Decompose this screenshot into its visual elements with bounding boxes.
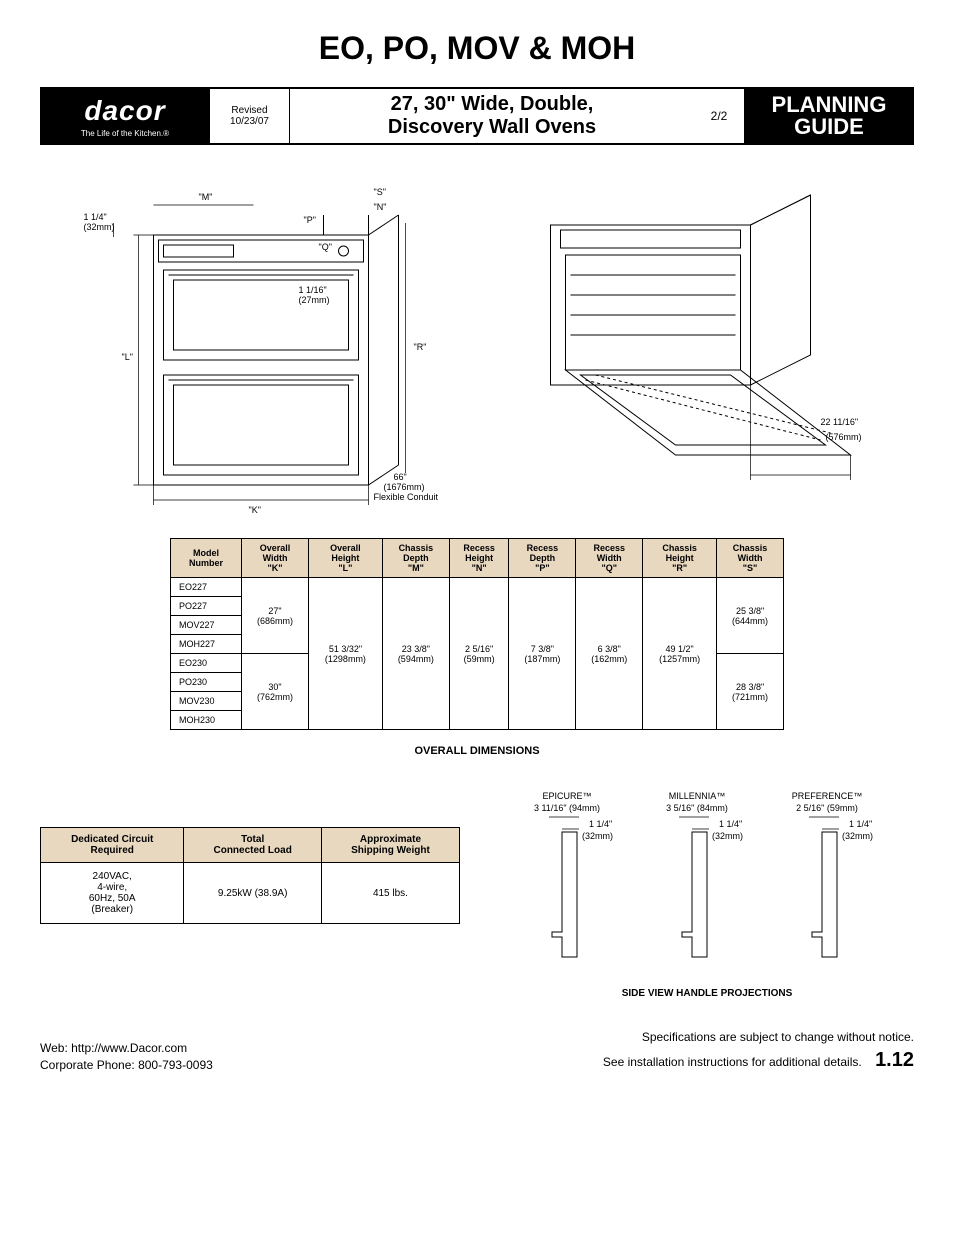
dim-cell: MOV227	[171, 616, 242, 635]
dim-cell: 23 3/8"(594mm)	[382, 578, 449, 730]
dim-cell: MOH227	[171, 635, 242, 654]
dim-header: ChassisHeight"R"	[643, 539, 717, 578]
main-title: EO, PO, MOV & MOH	[40, 30, 914, 67]
dim-header: ChassisDepth"M"	[382, 539, 449, 578]
svg-text:1 1/4": 1 1/4"	[849, 819, 872, 829]
dim-header: ChassisWidth"S"	[717, 539, 784, 578]
title-line1: 27, 30" Wide, Double,	[391, 93, 594, 116]
footer-phone: Corporate Phone: 800-793-0093	[40, 1057, 213, 1074]
svg-text:2 5/16" (59mm): 2 5/16" (59mm)	[796, 803, 858, 813]
diagram-open: 22 11/16" (576mm)	[487, 175, 914, 518]
svg-text:1 1/4": 1 1/4"	[719, 819, 742, 829]
lower-row: Dedicated CircuitRequiredTotalConnected …	[40, 787, 914, 999]
dim-cell: 6 3/8"(162mm)	[576, 578, 643, 730]
page-number: 2/2	[694, 89, 744, 143]
svg-text:3 11/16" (94mm): 3 11/16" (94mm)	[534, 803, 600, 813]
revised-date: 10/23/07	[230, 116, 269, 127]
dim-cell: MOV230	[171, 692, 242, 711]
footer-web: Web: http://www.Dacor.com	[40, 1040, 213, 1057]
dim-cell: EO227	[171, 578, 242, 597]
logo: dacor	[84, 95, 165, 127]
label-top-dim: 1 1/4"	[84, 212, 107, 222]
dim-header: ModelNumber	[171, 539, 242, 578]
dim-cell: 2 5/16"(59mm)	[449, 578, 509, 730]
dim-cell: 30"(762mm)	[242, 654, 309, 730]
dim-cell: 49 1/2"(1257mm)	[643, 578, 717, 730]
elec-header: TotalConnected Load	[184, 828, 322, 863]
revised-box: Revised 10/23/07	[210, 89, 290, 143]
logo-box: dacor The Life of the Kitchen.®	[40, 89, 210, 143]
diagrams-row: 1 1/4" (32mm) "M" "S" "N" "P" "Q" "L" "R…	[40, 175, 914, 518]
guide-line1: PLANNING	[772, 94, 887, 116]
label-inner-dim-mm: (27mm)	[299, 295, 330, 305]
label-M: "M"	[199, 192, 213, 202]
dim-header: RecessWidth"Q"	[576, 539, 643, 578]
label-K: "K"	[249, 505, 261, 515]
label-Q: "Q"	[319, 242, 332, 252]
dim-cell: 27"(686mm)	[242, 578, 309, 654]
footer: Web: http://www.Dacor.com Corporate Phon…	[40, 1029, 914, 1074]
dim-cell: EO230	[171, 654, 242, 673]
svg-text:(32mm): (32mm)	[582, 831, 613, 841]
footer-note1: Specifications are subject to change wit…	[603, 1029, 914, 1046]
dim-cell: 51 3/32"(1298mm)	[308, 578, 382, 730]
svg-text:1 1/4": 1 1/4"	[589, 819, 612, 829]
label-S: "S"	[374, 187, 386, 197]
label-conduit1: 66"	[394, 472, 407, 482]
header-bar: dacor The Life of the Kitchen.® Revised …	[40, 87, 914, 145]
label-P: "P"	[304, 215, 316, 225]
title-line2: Discovery Wall Ovens	[388, 116, 596, 139]
title-box: 27, 30" Wide, Double, Discovery Wall Ove…	[290, 89, 694, 143]
dimensions-table-wrap: ModelNumberOverallWidth"K"OverallHeight"…	[170, 538, 784, 730]
svg-text:(32mm): (32mm)	[842, 831, 873, 841]
elec-cell: 415 lbs.	[321, 863, 459, 924]
diagram-front: 1 1/4" (32mm) "M" "S" "N" "P" "Q" "L" "R…	[40, 175, 467, 518]
guide-line2: GUIDE	[794, 116, 864, 138]
dim-cell: MOH230	[171, 711, 242, 730]
elec-cell: 9.25kW (38.9A)	[184, 863, 322, 924]
label-conduit3: Flexible Conduit	[374, 492, 439, 502]
dim-cell: PO227	[171, 597, 242, 616]
elec-header: ApproximateShipping Weight	[321, 828, 459, 863]
elec-cell: 240VAC,4-wire,60Hz, 50A(Breaker)	[41, 863, 184, 924]
dim-cell: 25 3/8"(644mm)	[717, 578, 784, 654]
dim-header: OverallWidth"K"	[242, 539, 309, 578]
page-code: 1.12	[875, 1049, 914, 1071]
overall-dimensions-label: OVERALL DIMENSIONS	[40, 745, 914, 757]
dim-cell: 28 3/8"(721mm)	[717, 654, 784, 730]
label-N: "N"	[374, 202, 387, 212]
label-conduit2: (1676mm)	[384, 482, 425, 492]
svg-text:(32mm): (32mm)	[712, 831, 743, 841]
handle-projections: EPICURE™ 3 11/16" (94mm) 1 1/4" (32mm) MILLE…	[500, 787, 914, 999]
svg-text:MILLENNIA™: MILLENNIA™	[669, 791, 726, 801]
logo-tagline: The Life of the Kitchen.®	[81, 129, 169, 138]
footer-note2: See installation instructions for additi…	[603, 1055, 862, 1069]
label-R: "R"	[414, 342, 427, 352]
electrical-table: Dedicated CircuitRequiredTotalConnected …	[40, 827, 460, 924]
dim-header: RecessHeight"N"	[449, 539, 509, 578]
label-L: "L"	[122, 352, 133, 362]
label-open-dim-mm: (576mm)	[826, 432, 862, 442]
footer-right: Specifications are subject to change wit…	[603, 1029, 914, 1074]
dim-header: RecessDepth"P"	[509, 539, 576, 578]
svg-text:3 5/16" (84mm): 3 5/16" (84mm)	[666, 803, 728, 813]
label-inner-dim: 1 1/16"	[299, 285, 327, 295]
dim-header: OverallHeight"L"	[308, 539, 382, 578]
label-open-dim: 22 11/16"	[821, 417, 859, 427]
label-top-dim-mm: (32mm)	[84, 222, 115, 232]
dim-cell: PO230	[171, 673, 242, 692]
elec-header: Dedicated CircuitRequired	[41, 828, 184, 863]
side-view-label: SIDE VIEW HANDLE PROJECTIONS	[500, 988, 914, 999]
svg-text:EPICURE™: EPICURE™	[542, 791, 591, 801]
dim-cell: 7 3/8"(187mm)	[509, 578, 576, 730]
svg-text:PREFERENCE™: PREFERENCE™	[792, 791, 863, 801]
electrical-table-wrap: Dedicated CircuitRequiredTotalConnected …	[40, 827, 460, 924]
revised-label: Revised	[231, 105, 267, 116]
footer-left: Web: http://www.Dacor.com Corporate Phon…	[40, 1040, 213, 1074]
dimensions-table: ModelNumberOverallWidth"K"OverallHeight"…	[170, 538, 784, 730]
guide-box: PLANNING GUIDE	[744, 89, 914, 143]
